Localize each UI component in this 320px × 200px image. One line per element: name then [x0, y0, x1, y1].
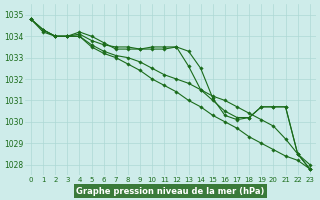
X-axis label: Graphe pression niveau de la mer (hPa): Graphe pression niveau de la mer (hPa) — [76, 187, 265, 196]
